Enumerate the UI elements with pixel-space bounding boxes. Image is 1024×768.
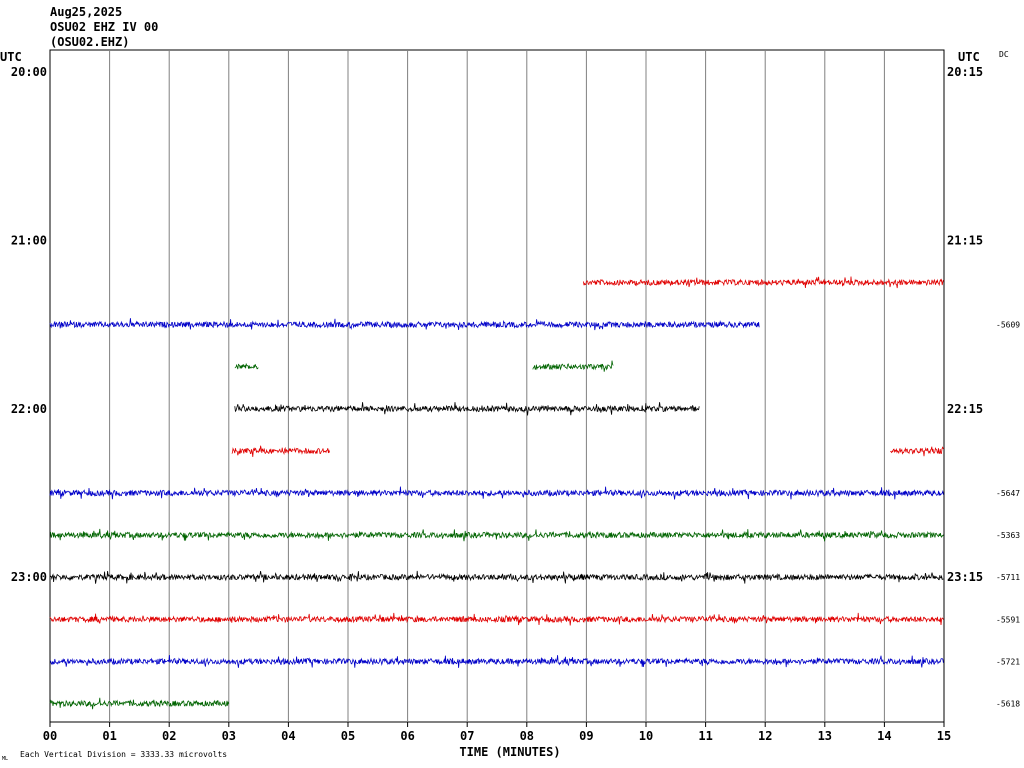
x-axis-label: TIME (MINUTES): [459, 745, 560, 759]
left-utc-label: UTC: [0, 50, 22, 64]
x-tick-label: 12: [758, 729, 772, 743]
x-tick-label: 08: [520, 729, 534, 743]
corner-mark: ML: [2, 756, 8, 762]
right-utc-label: UTC: [958, 50, 980, 64]
x-tick-label: 15: [937, 729, 951, 743]
x-tick-label: 09: [579, 729, 593, 743]
right-time-label: 23:15: [947, 570, 983, 584]
trace-segment: [234, 402, 700, 416]
dc-value: -5721: [996, 657, 1020, 666]
x-tick-label: 14: [877, 729, 891, 743]
right-time-label: 21:15: [947, 233, 983, 247]
station-code: (OSU02.EHZ): [50, 35, 129, 49]
plot-frame: [49, 49, 945, 723]
dc-value: -5363: [996, 531, 1020, 540]
trace-segment: [49, 570, 944, 584]
right-time-label: 20:15: [947, 65, 983, 79]
station-line: OSU02 EHZ IV 00: [50, 20, 158, 34]
x-tick-label: 10: [639, 729, 653, 743]
x-tick-label: 07: [460, 729, 474, 743]
left-time-label: 23:00: [11, 570, 47, 584]
trace-segment: [231, 445, 330, 457]
left-time-label: 22:00: [11, 402, 47, 416]
time-labels: 20:00 21:00 22:00 23:00 20:15 21:15 22:15 23:15: [11, 65, 983, 584]
x-tick-label: 05: [341, 729, 355, 743]
x-tick-label: 06: [400, 729, 414, 743]
x-tick-label: 03: [222, 729, 236, 743]
dc-value: -5591: [996, 615, 1020, 624]
vertical-grid: [109, 50, 885, 722]
right-time-label: 22:15: [947, 402, 983, 416]
x-tick-label: 00: [43, 729, 57, 743]
dc-value: -5647: [996, 489, 1020, 498]
x-tick-label: 04: [281, 729, 295, 743]
dc-labels: -5609 -5647 -5363 -5711 -5591 -5721 -5618: [996, 321, 1020, 709]
x-axis-ticks: 00 01 02 03 04 05 06 07 08 09 10 11 12 13 14 15: [43, 722, 951, 743]
seismic-traces: [49, 276, 944, 710]
left-time-label: 20:00: [11, 65, 47, 79]
x-tick-label: 13: [818, 729, 832, 743]
x-tick-label: 01: [102, 729, 116, 743]
plot-date: Aug25,2025: [50, 5, 122, 19]
x-tick-label: 11: [698, 729, 712, 743]
trace-segment: [532, 360, 614, 372]
trace-segment: [890, 446, 944, 457]
trace-segment: [49, 654, 944, 668]
trace-segment: [49, 318, 760, 331]
dc-value: -5618: [996, 700, 1020, 709]
dc-value: -5609: [996, 321, 1020, 330]
dc-label: DC: [999, 50, 1009, 59]
trace-segment: [49, 697, 230, 710]
trace-segment: [49, 612, 944, 626]
scale-note: Each Vertical Division = 3333.33 microvo…: [20, 750, 227, 759]
dc-value: -5711: [996, 573, 1020, 582]
left-time-label: 21:00: [11, 233, 47, 247]
trace-segment: [49, 486, 944, 500]
trace-segment: [49, 528, 944, 542]
trace-segment: [583, 276, 944, 289]
x-tick-label: 02: [162, 729, 176, 743]
trace-segment: [234, 362, 259, 370]
